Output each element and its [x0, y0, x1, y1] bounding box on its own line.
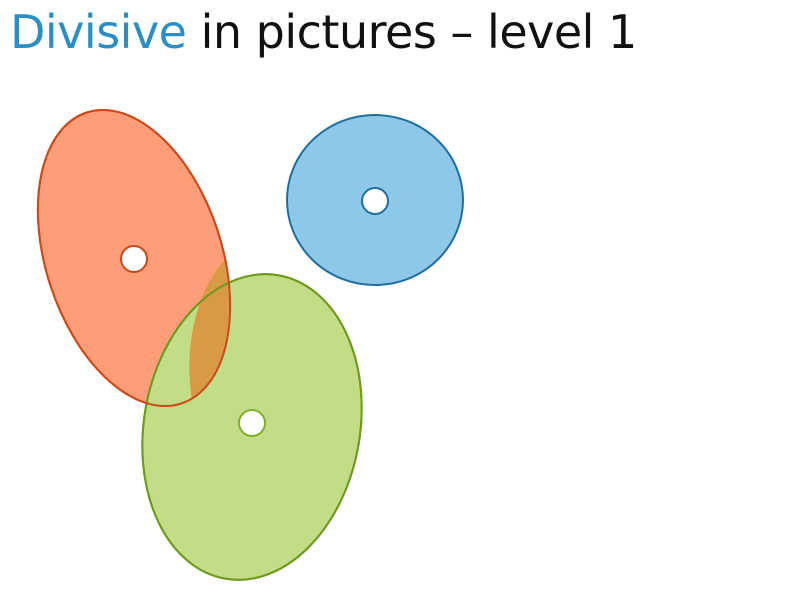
title-accent-word: Divisive	[10, 5, 187, 59]
title-rest-text: in pictures – level 1	[186, 5, 638, 59]
orange-cluster-center	[120, 245, 148, 273]
orange-cluster-outline	[36, 108, 232, 408]
blue-cluster-center	[361, 187, 389, 215]
green-cluster-outline	[141, 273, 363, 581]
page-title: Divisive in pictures – level 1	[10, 6, 637, 59]
blue-cluster	[286, 114, 464, 286]
green-cluster-center	[238, 409, 266, 437]
